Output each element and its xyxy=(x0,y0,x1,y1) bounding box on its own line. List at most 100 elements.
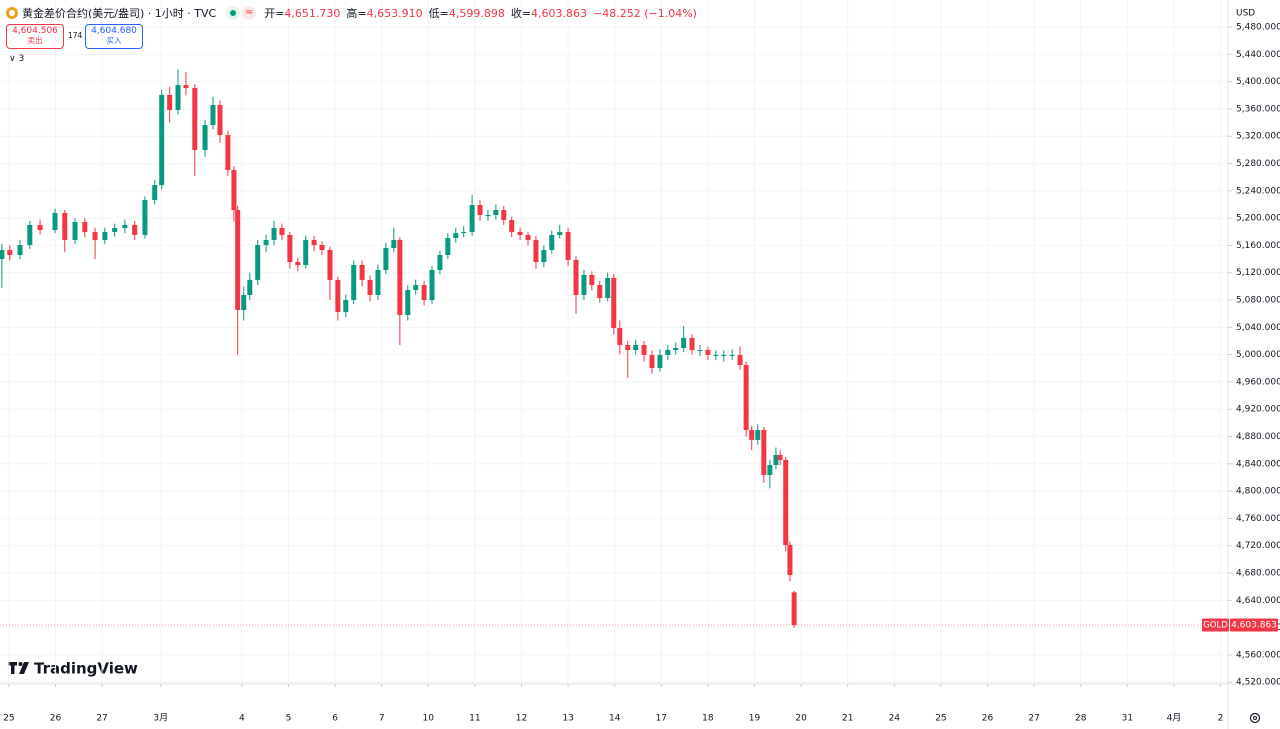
candle-body xyxy=(112,228,118,232)
x-tick-label: 28 xyxy=(1075,714,1087,724)
candle-body xyxy=(231,170,237,211)
symbol-icon xyxy=(6,7,18,19)
candle-body xyxy=(625,345,631,350)
candle-body xyxy=(549,234,555,250)
candle-body xyxy=(271,228,277,240)
candle-body xyxy=(327,249,333,280)
buy-label: 买入 xyxy=(106,36,122,45)
candle-body xyxy=(721,354,727,356)
x-tick-label: 21 xyxy=(842,714,853,724)
candle-body xyxy=(62,213,68,240)
candle-body xyxy=(787,544,793,575)
settings-icon[interactable] xyxy=(1249,712,1261,724)
y-tick-label: 5,040.000 xyxy=(1236,323,1280,333)
candle-body xyxy=(705,349,711,355)
candle-body xyxy=(533,239,539,263)
y-tick-label: 5,360.000 xyxy=(1236,104,1280,114)
y-tick-label: 4,640.000 xyxy=(1236,596,1280,606)
y-tick-label: 5,480.000 xyxy=(1236,23,1280,33)
ohlc-label: 低= xyxy=(428,7,449,20)
candle-body xyxy=(391,239,397,249)
candle-body xyxy=(673,348,679,350)
x-tick-label: 19 xyxy=(749,714,761,724)
y-tick-label: 5,440.000 xyxy=(1236,50,1280,60)
candle-body xyxy=(517,231,523,235)
currency: USD xyxy=(1236,9,1255,19)
ohlc: 开=4,651.730 高=4,653.910 低=4,599.898 收=4,603… xyxy=(264,5,593,21)
sell-button[interactable]: 4,604.506 卖出 xyxy=(6,24,64,49)
candle-body xyxy=(755,429,761,440)
candle-body xyxy=(142,199,148,235)
candle-body xyxy=(641,345,647,355)
candle-body xyxy=(777,454,783,460)
ohlc-item: 高=4,653.910 xyxy=(346,7,422,20)
x-tick-label: 26 xyxy=(50,714,62,724)
candle-body xyxy=(7,249,13,255)
spread: 174 xyxy=(68,31,83,40)
candle-body xyxy=(225,134,231,171)
y-tick-label: 4,920.000 xyxy=(1236,405,1280,415)
ohlc-label: 收= xyxy=(510,7,532,20)
x-tick-label: 7 xyxy=(379,714,385,724)
y-tick-label: 4,880.000 xyxy=(1236,432,1280,442)
candle-body xyxy=(743,365,749,430)
candle-body xyxy=(122,224,128,229)
candle-body xyxy=(152,185,158,200)
y-tick-label: 5,080.000 xyxy=(1236,296,1280,306)
header: 黄金差价合约(美元/盎司) · 1小时 · TVC ≈ 开=4,651.730 高… xyxy=(6,5,697,21)
price-tag-bg xyxy=(1230,618,1278,632)
candle-body xyxy=(767,464,773,475)
x-tick-label: 3月 xyxy=(153,713,168,724)
candle-body xyxy=(255,245,261,280)
price-tag-value: 4,603.863 xyxy=(1231,620,1277,630)
candle-body xyxy=(597,285,603,298)
x-tick-label: 31 xyxy=(1122,714,1133,724)
x-tick-label: 14 xyxy=(609,714,621,724)
x-tick-label: 17 xyxy=(656,714,667,724)
candles xyxy=(0,69,797,628)
candle-body xyxy=(37,224,43,231)
candle-body xyxy=(397,239,403,315)
x-tick-label: 2 xyxy=(1218,714,1224,724)
candle-body xyxy=(202,125,208,151)
symbol-title[interactable]: 黄金差价合约(美元/盎司) · 1小时 · TVC xyxy=(22,7,217,20)
candle-body xyxy=(737,354,743,366)
candle-body xyxy=(72,222,78,240)
candle-body xyxy=(375,269,381,295)
candle-body xyxy=(92,231,98,240)
x-tick-label: 24 xyxy=(889,714,901,724)
x-tick-label: 25 xyxy=(3,714,14,724)
candle-body xyxy=(132,224,138,235)
x-tick-label: 27 xyxy=(96,714,107,724)
ohlc-label: 高= xyxy=(346,7,367,20)
candle-body xyxy=(509,219,515,232)
y-tick-label: 5,120.000 xyxy=(1236,268,1280,278)
candle-body xyxy=(525,234,531,240)
candle-body xyxy=(303,239,309,266)
ohlc-value: 4,653.910 xyxy=(366,7,423,20)
ohlc-item: 收=4,603.863 xyxy=(511,7,587,20)
candle-body xyxy=(557,231,563,235)
candle-body xyxy=(287,234,293,263)
candle-body xyxy=(749,429,755,440)
buy-button[interactable]: 4,604.680 买入 xyxy=(85,24,143,49)
candle-body xyxy=(461,231,467,234)
candle-body xyxy=(159,95,165,186)
candle-body xyxy=(183,85,189,89)
candle-body xyxy=(0,249,5,260)
candle-body xyxy=(263,239,269,246)
delay-badge: ≈ xyxy=(242,6,257,20)
grid xyxy=(0,0,1228,684)
x-tick-label: 4月 xyxy=(1167,713,1182,724)
y-tick-label: 4,760.000 xyxy=(1236,514,1280,524)
candle-body xyxy=(541,249,547,263)
ohlc-value: 4,651.730 xyxy=(284,7,341,20)
candle-body xyxy=(605,277,611,298)
indicators-toggle[interactable]: ∨ 3 xyxy=(9,54,25,64)
candle-body xyxy=(713,354,719,356)
candle-body xyxy=(217,105,223,135)
price-tag-symbol: GOLD xyxy=(1203,620,1228,630)
ohlc-label: 开= xyxy=(264,7,285,20)
watermark: TradingView xyxy=(34,660,138,678)
